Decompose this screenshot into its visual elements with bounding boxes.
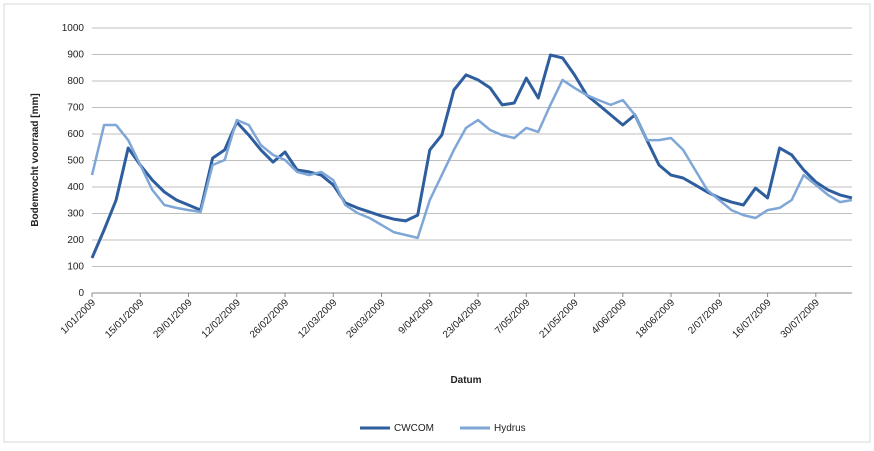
y-tick-label: 300 [67, 209, 84, 220]
y-tick-label: 500 [67, 156, 84, 167]
legend-label: CWCOM [394, 423, 434, 434]
legend-label: Hydrus [494, 423, 526, 434]
x-axis-title: Datum [450, 375, 481, 386]
y-tick-label: 400 [67, 182, 84, 193]
y-tick-label: 800 [67, 76, 84, 87]
y-tick-label: 200 [67, 235, 84, 246]
y-tick-label: 0 [78, 288, 84, 299]
y-tick-label: 700 [67, 103, 84, 114]
y-tick-label: 900 [67, 50, 84, 61]
y-tick-label: 1000 [62, 23, 85, 34]
y-axis-title: Bodemvocht voorraad [mm] [30, 93, 41, 226]
y-tick-label: 100 [67, 262, 84, 273]
data-line [90, 78, 853, 240]
chart-frame [3, 3, 871, 443]
data-line [90, 53, 853, 259]
y-tick-label: 600 [67, 129, 84, 140]
